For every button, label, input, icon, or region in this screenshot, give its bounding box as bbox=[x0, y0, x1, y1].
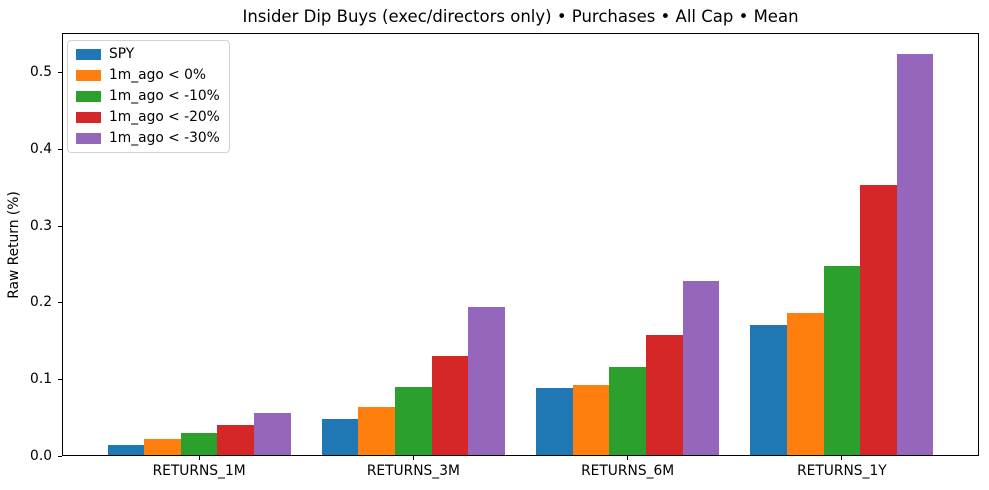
bar bbox=[823, 265, 861, 455]
bar bbox=[144, 439, 181, 455]
bar bbox=[468, 307, 505, 455]
legend: SPY 1m_ago < 0% 1m_ago < -10% 1m_ago < -20%… bbox=[67, 40, 230, 153]
bar bbox=[896, 53, 934, 455]
y-axis-label: Raw Return (%) bbox=[6, 191, 22, 299]
legend-swatch-icon bbox=[76, 132, 101, 144]
y-tick-label: 0.4 bbox=[30, 140, 52, 157]
y-tick-label: 0.0 bbox=[30, 447, 52, 464]
legend-swatch-icon bbox=[76, 69, 101, 81]
bar bbox=[682, 280, 720, 455]
legend-swatch-icon bbox=[76, 90, 101, 102]
bar bbox=[609, 367, 646, 455]
legend-label: 1m_ago < -20% bbox=[109, 109, 220, 125]
legend-label: 1m_ago < -10% bbox=[109, 88, 220, 104]
bar bbox=[395, 387, 432, 455]
bar bbox=[321, 419, 359, 455]
legend-label: 1m_ago < 0% bbox=[109, 67, 206, 83]
bar bbox=[254, 413, 291, 455]
legend-label: SPY bbox=[109, 46, 135, 62]
y-tick-mark bbox=[58, 455, 62, 457]
bar bbox=[180, 433, 218, 455]
legend-item: 1m_ago < -20% bbox=[76, 110, 220, 125]
bar bbox=[786, 313, 824, 455]
bar bbox=[358, 406, 396, 455]
y-tick-label: 0.3 bbox=[30, 217, 52, 234]
x-tick-mark bbox=[627, 456, 629, 460]
y-tick-mark bbox=[58, 302, 62, 304]
legend-swatch-icon bbox=[76, 111, 101, 123]
y-tick-label: 0.2 bbox=[30, 294, 52, 311]
bar bbox=[107, 445, 145, 455]
x-tick-mark bbox=[198, 456, 200, 460]
bar bbox=[860, 184, 897, 455]
chart-title: Insider Dip Buys (exec/directors only) •… bbox=[242, 7, 799, 26]
bar bbox=[536, 387, 573, 455]
x-tick-label: RETURNS_6M bbox=[581, 463, 675, 479]
x-tick-label: RETURNS_1Y bbox=[797, 463, 887, 479]
x-tick-label: RETURNS_3M bbox=[366, 463, 460, 479]
legend-item: SPY bbox=[76, 47, 220, 62]
x-tick-mark bbox=[412, 456, 414, 460]
bar bbox=[431, 355, 469, 455]
legend-item: 1m_ago < -30% bbox=[76, 131, 220, 146]
legend-item: 1m_ago < -10% bbox=[76, 89, 220, 104]
legend-item: 1m_ago < 0% bbox=[76, 68, 220, 83]
legend-label: 1m_ago < -30% bbox=[109, 130, 220, 146]
x-tick-label: RETURNS_1M bbox=[152, 463, 246, 479]
y-tick-mark bbox=[58, 225, 62, 227]
bar bbox=[750, 324, 787, 455]
y-tick-mark bbox=[58, 148, 62, 150]
y-tick-label: 0.5 bbox=[30, 64, 52, 81]
bar bbox=[572, 384, 610, 455]
x-tick-mark bbox=[841, 456, 843, 460]
y-tick-mark bbox=[58, 378, 62, 380]
bar bbox=[217, 424, 254, 455]
bar bbox=[645, 334, 683, 455]
legend-swatch-icon bbox=[76, 48, 101, 60]
y-tick-mark bbox=[58, 72, 62, 74]
y-tick-label: 0.1 bbox=[30, 370, 52, 387]
